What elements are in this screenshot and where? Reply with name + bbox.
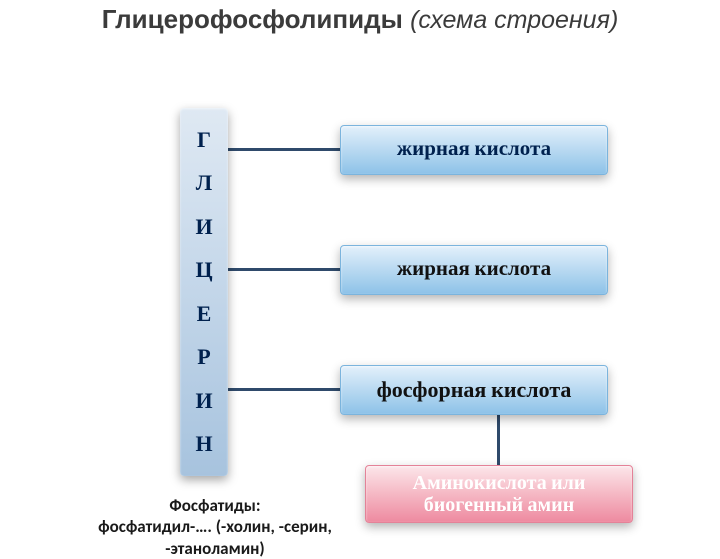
- connector-1: [228, 148, 340, 151]
- fatty-acid-2-label: жирная кислота: [397, 258, 551, 281]
- glycerin-letter: И: [195, 214, 212, 240]
- connector-3: [228, 388, 340, 391]
- glycerin-letter: Л: [196, 170, 212, 196]
- amine-label: Аминокислота или биогенный амин: [372, 472, 626, 516]
- title-main: Глицерофосфолипиды: [102, 4, 403, 34]
- glycerin-letter: Р: [197, 344, 210, 370]
- connector-2: [228, 268, 340, 271]
- glycerin-letter: И: [195, 388, 212, 414]
- footnote: Фосфатиды: фосфатидил-…. (-холин, -серин…: [90, 495, 340, 559]
- glycerin-letter: Ц: [195, 257, 212, 283]
- glycerin-letter: Е: [197, 301, 212, 327]
- footnote-text: Фосфатиды: фосфатидил-…. (-холин, -серин…: [98, 495, 332, 559]
- phosphoric-acid-label: фосфорная кислота: [377, 378, 572, 402]
- connector-4: [497, 415, 500, 465]
- fatty-acid-1-label: жирная кислота: [397, 138, 551, 161]
- page-title: Глицерофосфолипиды (схема строения): [0, 0, 720, 35]
- glycerin-letter: Н: [195, 431, 212, 457]
- amine-box: Аминокислота или биогенный амин: [365, 465, 633, 523]
- phosphoric-acid-box: фосфорная кислота: [340, 365, 608, 415]
- glycerin-box: Г Л И Ц Е Р И Н: [180, 108, 228, 476]
- fatty-acid-box-1: жирная кислота: [340, 125, 608, 175]
- diagram: Г Л И Ц Е Р И Н жирная кислота жирная ки…: [0, 35, 720, 505]
- glycerin-letter: Г: [197, 127, 211, 153]
- title-sub: (схема строения): [410, 6, 618, 34]
- fatty-acid-box-2: жирная кислота: [340, 245, 608, 295]
